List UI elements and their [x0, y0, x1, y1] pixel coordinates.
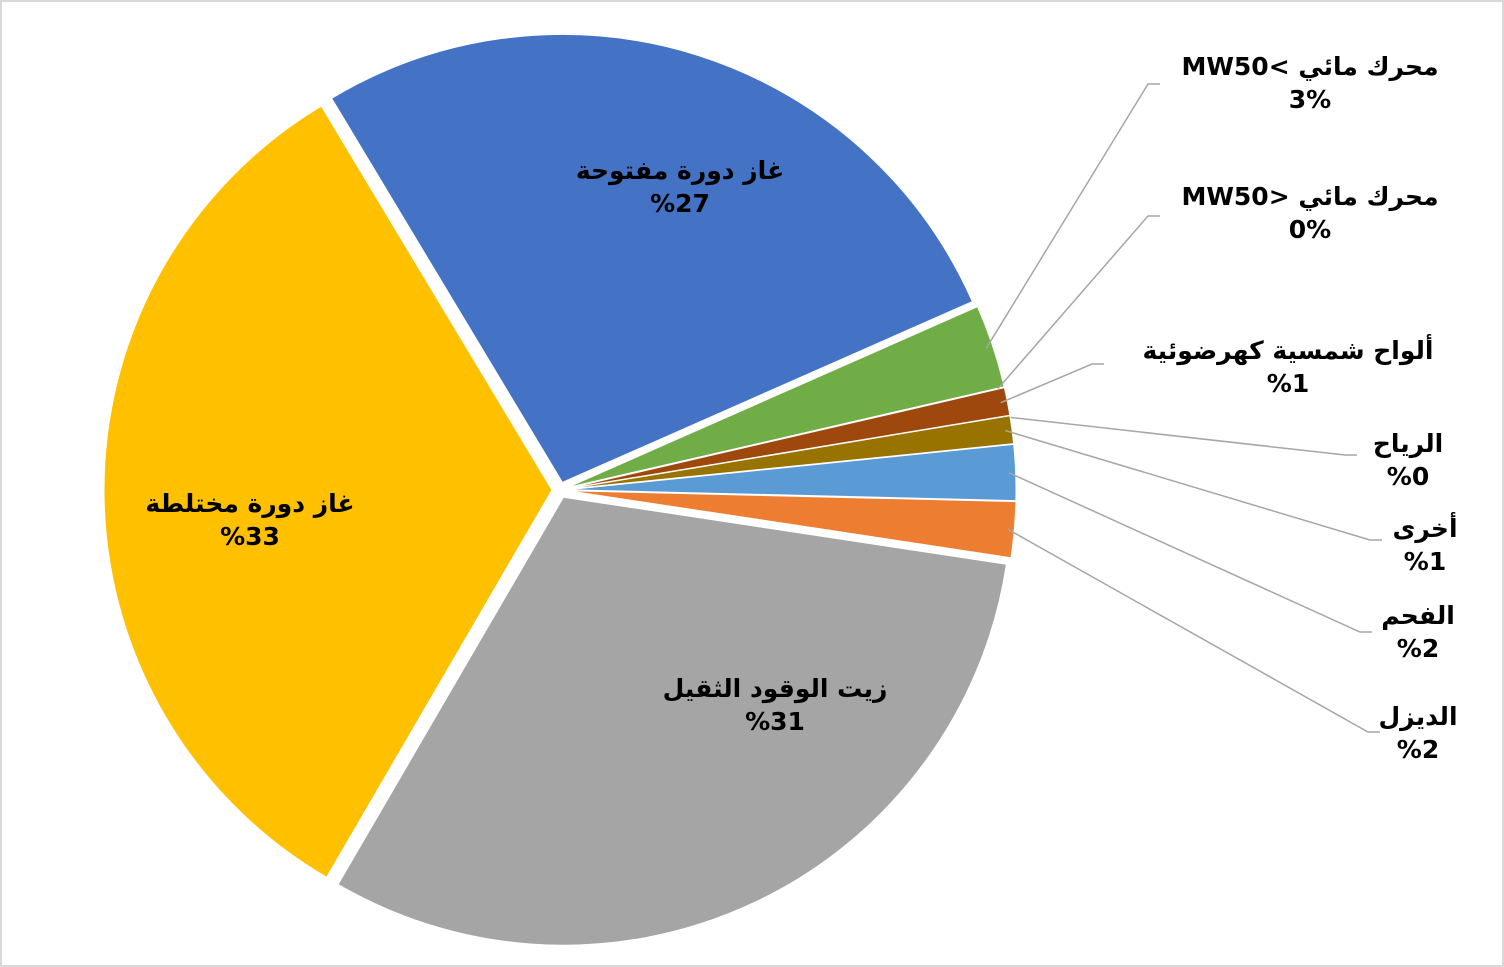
category-label: زيت الوقود الثقيل: [663, 674, 888, 704]
pie-slice: [567, 415, 1015, 490]
value-label: %33: [220, 522, 280, 551]
pie-slice: [567, 443, 1017, 502]
value-label: %27: [650, 189, 710, 218]
leader-line: [985, 83, 1160, 349]
value-label: %2: [1397, 735, 1439, 764]
category-label: غاز دورة مفتوحة: [576, 156, 784, 186]
leader-line: [997, 215, 1160, 390]
pie-slice: [567, 306, 1005, 488]
value-label: 0%: [1289, 215, 1331, 244]
category-label: غاز دورة مختلطة: [145, 489, 354, 519]
value-label: %2: [1397, 634, 1439, 663]
category-label: أخرى: [1392, 512, 1457, 544]
value-label: %0: [1387, 462, 1429, 491]
leader-line: [1000, 363, 1104, 404]
leader-line: [1003, 415, 1357, 456]
pie-slice: [330, 33, 973, 484]
pie-slice: [567, 490, 1017, 559]
category-label: محرك مائي >MW50: [1181, 52, 1438, 82]
pie-slice: [337, 496, 1007, 946]
value-label: %1: [1267, 369, 1309, 398]
category-label: الفحم: [1381, 601, 1455, 630]
pie-slice: [103, 105, 553, 878]
leader-line: [1005, 429, 1382, 541]
value-label: %1: [1404, 547, 1446, 576]
category-label: الرياح: [1373, 429, 1443, 459]
value-label: %31: [745, 707, 805, 736]
category-label: الديزل: [1378, 702, 1457, 732]
leader-line: [1007, 528, 1380, 733]
category-label: محرك مائي <MW50: [1181, 182, 1438, 212]
value-label: 3%: [1289, 85, 1331, 114]
leader-line: [1008, 472, 1372, 633]
category-label: ألواح شمسية كهرضوئية: [1143, 334, 1434, 366]
